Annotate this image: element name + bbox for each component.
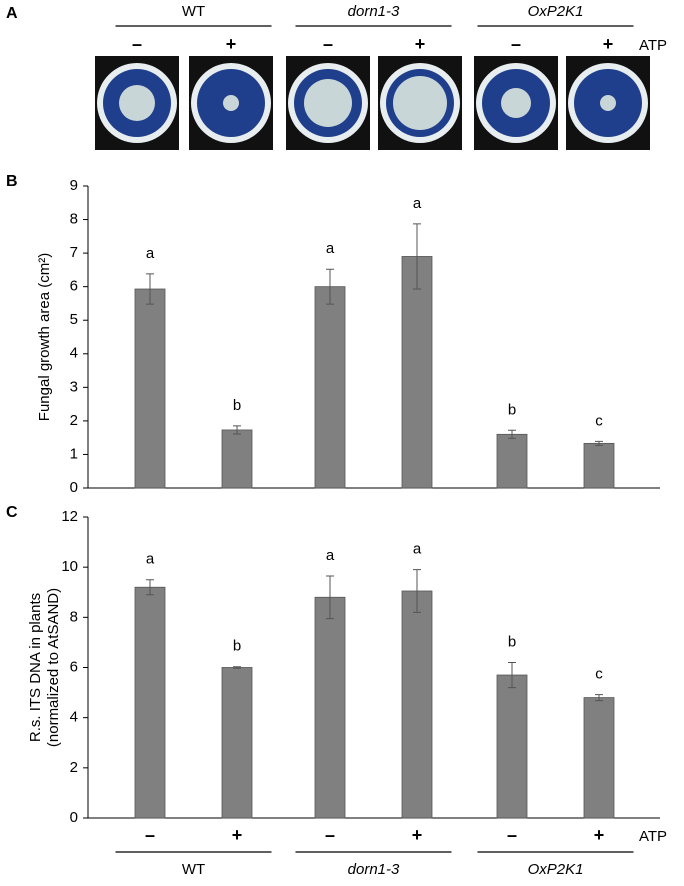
error-bar <box>508 429 516 439</box>
bar <box>496 433 528 489</box>
y-tick-label: 6 <box>70 278 78 295</box>
significance-letter: a <box>326 240 335 257</box>
photo <box>393 76 447 130</box>
y-tick-label: 5 <box>70 311 78 328</box>
error-bar <box>146 273 154 305</box>
treatment-label: – <box>511 34 521 54</box>
significance-letter: b <box>233 638 241 655</box>
photo <box>501 88 531 118</box>
significance-letter: a <box>413 195 422 212</box>
significance-letter: c <box>595 412 603 429</box>
significance-letter: c <box>595 666 603 683</box>
treatment-axis-label: ATP <box>639 37 667 54</box>
photo <box>600 95 616 111</box>
treatment-label: – <box>132 34 142 54</box>
treatment-label: + <box>415 34 426 54</box>
error-bar <box>233 666 241 669</box>
y-tick-label: 2 <box>70 759 78 776</box>
group-label: dorn1-3 <box>348 861 400 878</box>
x-tick-label: + <box>232 825 243 845</box>
treatment-label: + <box>603 34 614 54</box>
photo <box>223 95 239 111</box>
y-tick-label: 4 <box>70 345 78 362</box>
plate-photos <box>95 56 650 150</box>
x-tick-label: – <box>507 825 517 845</box>
bar <box>314 596 346 819</box>
panel-label: A <box>6 5 18 22</box>
bar <box>134 288 166 489</box>
bar <box>221 667 253 819</box>
y-tick-label: 6 <box>70 658 78 675</box>
x-tick-label: + <box>594 825 605 845</box>
significance-letter: b <box>508 633 516 650</box>
error-bar <box>146 579 154 596</box>
y-tick-label: 12 <box>61 508 78 525</box>
treatment-label: – <box>323 34 333 54</box>
group-label: OxP2K1 <box>528 3 584 20</box>
bar <box>583 697 615 819</box>
group-label: dorn1-3 <box>348 3 400 20</box>
significance-letter: a <box>146 551 155 568</box>
y-tick-label: 10 <box>61 558 78 575</box>
bar <box>496 674 528 819</box>
error-bar <box>508 661 516 689</box>
x-tick-label: + <box>412 825 423 845</box>
bar <box>221 429 253 489</box>
significance-letter: a <box>326 547 335 564</box>
group-label: WT <box>182 861 205 878</box>
error-bar <box>595 440 603 446</box>
error-bar <box>326 575 334 620</box>
y-axis-label: Fungal growth area (cm²) <box>36 253 53 421</box>
bar <box>134 586 166 819</box>
x-axis-label: ATP <box>639 828 667 845</box>
x-tick-label: – <box>325 825 335 845</box>
treatment-label: + <box>226 34 237 54</box>
photo <box>119 85 155 121</box>
y-tick-label: 0 <box>70 809 78 826</box>
bar <box>401 256 433 489</box>
y-tick-label: 3 <box>70 378 78 395</box>
y-axis-label: (normalized to AtSAND) <box>45 588 62 747</box>
error-bar <box>413 569 421 613</box>
group-label: WT <box>182 3 205 20</box>
bar <box>401 590 433 819</box>
error-bar <box>233 425 241 435</box>
x-tick-label: – <box>145 825 155 845</box>
panel-label: B <box>6 173 18 190</box>
y-tick-label: 2 <box>70 412 78 429</box>
group-label: OxP2K1 <box>528 861 584 878</box>
y-tick-label: 4 <box>70 709 78 726</box>
y-tick-label: 1 <box>70 445 78 462</box>
panel-a: A <box>6 5 650 150</box>
y-tick-label: 8 <box>70 608 78 625</box>
bar <box>583 442 615 489</box>
significance-letter: a <box>413 541 422 558</box>
bar <box>314 286 346 489</box>
panel-label: C <box>6 504 18 521</box>
significance-letter: a <box>146 245 155 262</box>
error-bar <box>413 223 421 290</box>
significance-letter: b <box>233 397 241 414</box>
significance-letter: b <box>508 401 516 418</box>
y-tick-label: 0 <box>70 479 78 496</box>
y-tick-label: 8 <box>70 211 78 228</box>
y-tick-label: 7 <box>70 244 78 261</box>
error-bar <box>595 694 603 702</box>
y-axis-label: R.s. ITS DNA in plants <box>27 593 44 742</box>
y-tick-label: 9 <box>70 177 78 194</box>
error-bar <box>326 268 334 305</box>
photo <box>304 79 352 127</box>
